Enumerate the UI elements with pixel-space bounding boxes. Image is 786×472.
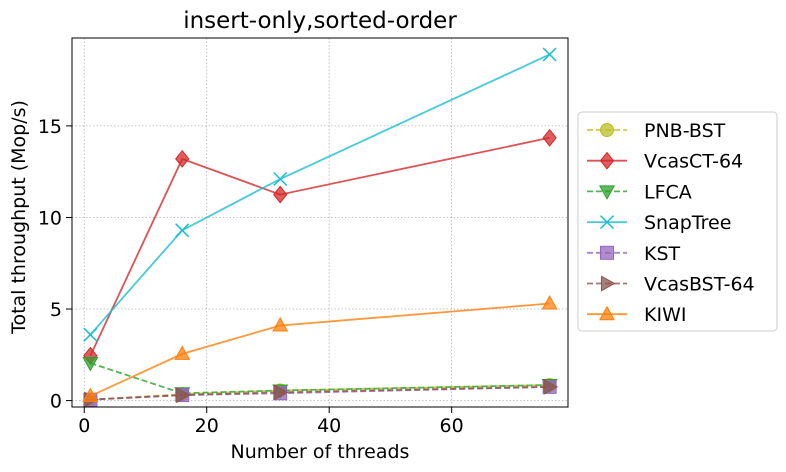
legend-item-vcasct-64: VcasCT-64 [587,151,743,173]
plot-series [82,47,559,408]
data-point-vcasct-64 [542,128,557,147]
data-point-kiwi [174,345,191,360]
data-point-snaptree [83,327,98,342]
legend-item-pnb-bst: PNB-BST [587,120,726,142]
data-point-vcasbst-64 [176,387,191,404]
x-marker-stroke [83,327,98,342]
data-point-snaptree [542,47,557,62]
series-line-snaptree [89,53,551,336]
legend-box [577,111,778,332]
x-tick-label: 20 [195,415,219,437]
x-tick-label: 60 [440,415,464,437]
series-snaptree [83,47,557,342]
plot-frame [71,37,569,408]
legend-label: PNB-BST [644,120,726,142]
legend-marker [599,185,615,200]
series-kiwi [82,295,558,403]
series-line-lfca [90,362,550,395]
data-point-kiwi [82,387,99,403]
legend-item-kst: KST [587,243,681,265]
legend-item-kiwi: KIWI [587,304,686,326]
x-axis-label: Number of threads [231,441,410,463]
y-tick-label: 10 [38,207,62,229]
x-tick-label: 0 [78,415,90,437]
legend-item-vcasbst-64: VcasBST-64 [587,274,755,296]
legend-label: SnapTree [644,212,731,234]
data-point-vcasbst-64 [274,384,289,401]
x-tick-label: 40 [317,415,341,437]
data-point-kiwi [272,316,289,332]
legend-label: VcasBST-64 [644,274,755,296]
legend-label: LFCA [644,181,692,203]
legend-marker [599,305,615,321]
series-vcasct-64 [83,128,557,365]
legend-item-snaptree: SnapTree [587,212,731,234]
x-marker-stroke [273,171,288,187]
y-tick-label: 0 [50,391,62,413]
legend-marker [600,123,614,137]
data-point-kiwi [541,295,558,310]
data-point-vcasct-64 [175,149,190,168]
legend-marker [599,151,615,170]
series-line-vcasct-64 [89,136,550,357]
series-line-vcasbst-64 [90,385,550,401]
legend-label: KIWI [644,304,686,326]
series-line-kiwi [89,302,550,397]
data-point-lfca [82,357,99,372]
y-tick-label: 15 [38,116,62,138]
data-point-vcasct-64 [273,185,288,204]
legend-label: KST [644,243,681,265]
legend: PNB-BST VcasCT-64 LFCA SnapTree KST VcasBST-6… [577,111,778,332]
legend-marker [600,275,616,292]
y-tick-label: 5 [50,299,62,321]
chart-title: insert-only,sorted-order [183,8,457,34]
data-point-snaptree [273,171,288,187]
data-point-snaptree [175,223,190,238]
legend-item-lfca: LFCA [587,181,692,203]
axis-ticks: 0 20 40 60 0 5 10 15 [38,116,464,437]
legend-marker [600,245,614,260]
x-marker-stroke [542,47,557,62]
legend-label: VcasCT-64 [644,151,743,173]
x-marker-stroke [175,223,190,238]
y-axis-label: Total throughput (Mop/s) [8,100,30,335]
x-marker-stroke [599,215,615,230]
data-point-vcasbst-64 [543,378,559,395]
legend-marker [599,215,615,230]
